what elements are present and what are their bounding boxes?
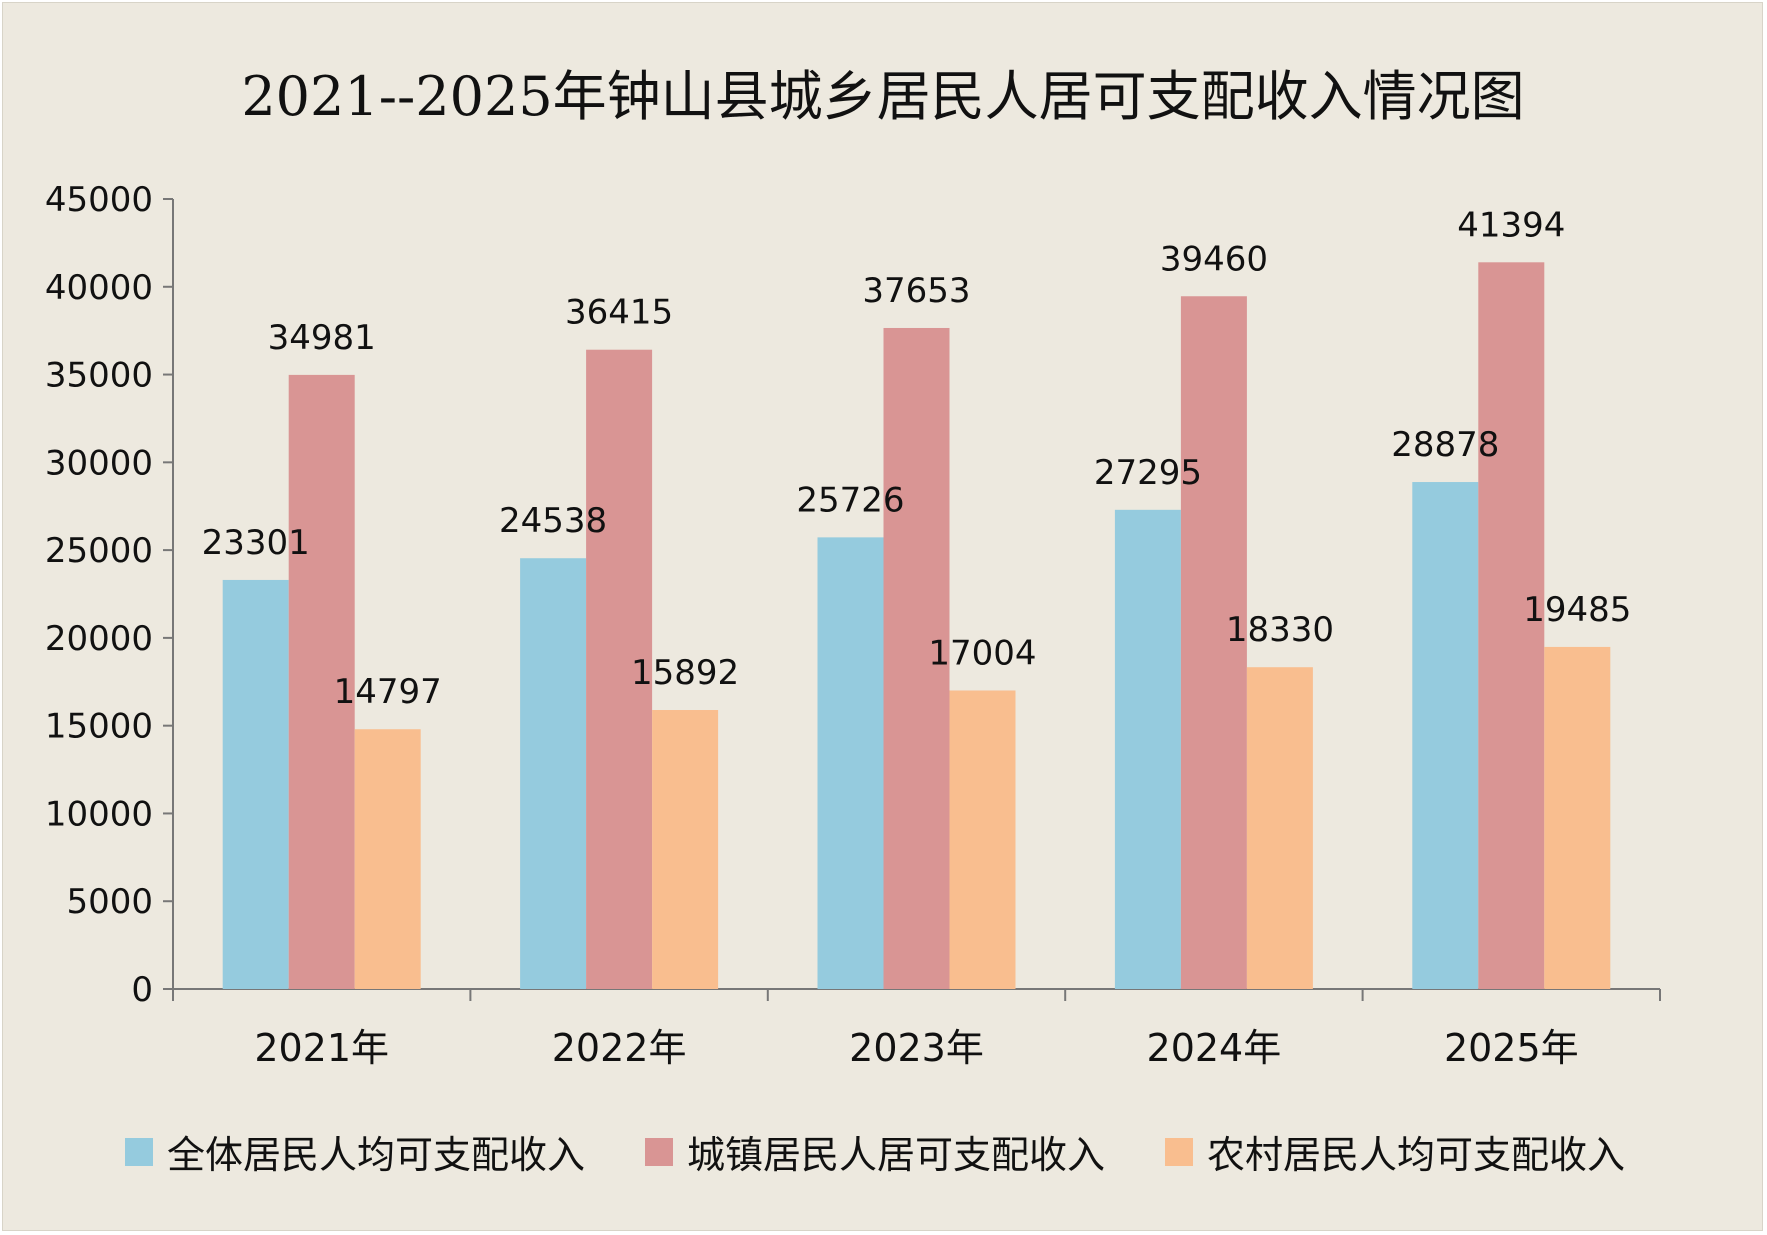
- chart-title: 2021--2025年钟山县城乡居民人居可支配收入情况图: [241, 65, 1524, 128]
- axes: 0 5000 10000 15000 20000 25000 30000 35000 40000…: [45, 180, 1661, 1070]
- legend-label: 全体居民人均可支配收入: [167, 1133, 585, 1177]
- data-label: 41394: [1457, 205, 1565, 245]
- data-label: 15892: [631, 653, 739, 693]
- data-label: 39460: [1160, 239, 1268, 279]
- bar-3: [1544, 646, 1611, 989]
- legend-label: 农村居民人均可支配收入: [1207, 1133, 1625, 1177]
- bar-3: [949, 690, 1016, 989]
- data-labels: 23301 34981 14797 24538 36415 15892 25726 37653…: [202, 205, 1632, 712]
- data-label: 19485: [1523, 590, 1631, 630]
- bar-2: [883, 327, 950, 989]
- bar-1: [1114, 509, 1181, 989]
- x-category-label: 2021年: [254, 1026, 389, 1070]
- bar-2: [288, 374, 355, 989]
- bar-2: [1478, 262, 1545, 990]
- data-label: 14797: [334, 672, 442, 712]
- bar-3: [1246, 667, 1313, 989]
- data-label: 36415: [565, 293, 673, 333]
- x-category-label: 2025年: [1444, 1026, 1579, 1070]
- y-tick-label: 30000: [45, 443, 153, 483]
- data-label: 37653: [862, 271, 970, 311]
- bar-chart: 2021--2025年钟山县城乡居民人居可支配收入情况图 0 5000 10000 1…: [45, 65, 1661, 1177]
- bars: [222, 262, 1611, 990]
- bar-2: [586, 349, 653, 989]
- data-label: 24538: [499, 501, 607, 541]
- y-tick-label: 10000: [45, 794, 153, 834]
- legend-label: 城镇居民人居可支配收入: [687, 1133, 1105, 1177]
- data-label: 27295: [1094, 453, 1202, 493]
- bar-1: [222, 579, 289, 989]
- x-category-label: 2024年: [1147, 1026, 1282, 1070]
- bar-1: [817, 537, 884, 989]
- bar-2: [1180, 296, 1247, 989]
- legend-swatch: [125, 1138, 153, 1166]
- data-label: 23301: [202, 523, 310, 563]
- y-tick-label: 15000: [45, 707, 153, 747]
- y-tick-label: 40000: [45, 268, 153, 308]
- data-label: 17004: [928, 633, 1036, 673]
- bar-3: [652, 710, 719, 989]
- y-tick-label: 0: [131, 970, 153, 1010]
- y-tick-label: 25000: [45, 531, 153, 571]
- bar-3: [354, 729, 421, 989]
- y-tick-label: 5000: [66, 882, 153, 922]
- bar-1: [520, 558, 587, 989]
- x-category-label: 2023年: [849, 1026, 984, 1070]
- y-tick-label: 35000: [45, 356, 153, 396]
- x-category-label: 2022年: [552, 1026, 687, 1070]
- legend-swatch: [645, 1138, 673, 1166]
- legend: 全体居民人均可支配收入 城镇居民人居可支配收入 农村居民人均可支配收入: [125, 1133, 1625, 1177]
- data-label: 28878: [1391, 425, 1499, 465]
- bar-1: [1412, 482, 1479, 989]
- legend-swatch: [1165, 1138, 1193, 1166]
- y-tick-label: 45000: [45, 180, 153, 220]
- data-label: 34981: [268, 318, 376, 358]
- data-label: 18330: [1226, 610, 1334, 650]
- y-tick-label: 20000: [45, 619, 153, 659]
- data-label: 25726: [796, 480, 904, 520]
